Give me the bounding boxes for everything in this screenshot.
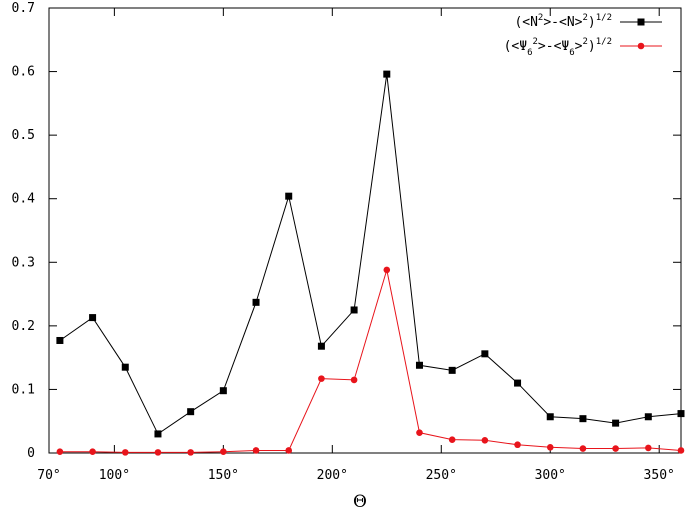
legend-marker: [637, 42, 645, 50]
data-point: [121, 449, 129, 456]
data-point: [220, 448, 227, 456]
y-tick-label: 0.6: [12, 65, 35, 80]
tick-labels: 70° 100° 150° 200° 250° 300° 350° 0 0.1 0.2 0.3 0.4…: [12, 1, 675, 483]
y-tick-label: 0.3: [12, 255, 35, 270]
series-line: [59, 269, 682, 453]
series-1: [56, 70, 685, 438]
data-point: [121, 363, 129, 371]
data-point: [187, 408, 195, 416]
x-tick-label: 250°: [426, 468, 457, 483]
data-point: [546, 443, 554, 451]
data-point: [252, 447, 260, 454]
data-point: [89, 314, 97, 322]
data-point: [612, 445, 619, 452]
data-point: [612, 419, 620, 427]
legend-item: (<Ψ6​2​>-<Ψ6​>2​)1/2​: [504, 37, 662, 58]
legend-label: (<N2​>-<N>2​)1/2​: [514, 13, 612, 30]
legend-label: (<Ψ6​2​>-<Ψ6​>2​)1/2​: [504, 37, 612, 58]
data-point: [448, 436, 456, 443]
data-point: [285, 447, 293, 454]
data-point: [56, 448, 64, 456]
x-tick-label: 350°: [644, 468, 675, 483]
data-point: [154, 430, 162, 438]
y-tick-label: 0.2: [12, 319, 35, 334]
data-point: [318, 375, 325, 382]
x-tick-label: 150°: [208, 468, 239, 483]
data-point: [415, 361, 423, 369]
x-tick-label: 300°: [535, 468, 566, 483]
y-tick-label: 0.4: [12, 192, 36, 207]
data-point: [317, 342, 325, 350]
data-point: [350, 306, 358, 314]
data-point: [546, 413, 554, 421]
data-point: [187, 449, 194, 456]
x-axis-label: Θ: [353, 492, 367, 512]
plot-border: [48, 7, 682, 454]
data-point: [252, 298, 260, 306]
x-tick-label: 200°: [317, 468, 348, 483]
data-point: [514, 441, 521, 449]
y-tick-label: 0.5: [12, 128, 35, 143]
data-point: [219, 387, 227, 395]
data-point: [383, 70, 391, 78]
data-point: [350, 376, 358, 384]
data-point: [644, 413, 652, 421]
x-tick-label: 70°: [37, 468, 60, 483]
data-point: [56, 336, 64, 344]
legend-marker: [637, 18, 645, 26]
data-point: [677, 447, 685, 454]
data-point: [448, 366, 456, 374]
data-point: [579, 415, 587, 423]
data-point: [481, 350, 489, 358]
y-tick-label: 0.1: [12, 382, 35, 397]
data-point: [645, 444, 652, 452]
data-point: [285, 192, 293, 200]
series-2: [56, 266, 685, 456]
series-layer: [56, 70, 685, 456]
x-tick-label: 100°: [99, 468, 130, 483]
plot-frame: [48, 7, 682, 454]
data-point: [383, 266, 391, 274]
series-line: [59, 74, 682, 435]
data-point: [416, 429, 423, 436]
y-tick-label: 0: [27, 446, 35, 461]
legend-item: (<N2​>-<N>2​)1/2​: [514, 13, 662, 30]
y-tick-label: 0.7: [12, 1, 35, 16]
data-point: [579, 445, 587, 452]
data-point: [89, 448, 96, 456]
data-point: [677, 410, 685, 418]
data-point: [154, 449, 162, 456]
data-point: [514, 379, 522, 387]
data-point: [481, 436, 489, 444]
legend: (<N2​>-<N>2​)1/2​ (<Ψ6​2​>-<Ψ6​>2​)1/2​: [504, 13, 662, 58]
